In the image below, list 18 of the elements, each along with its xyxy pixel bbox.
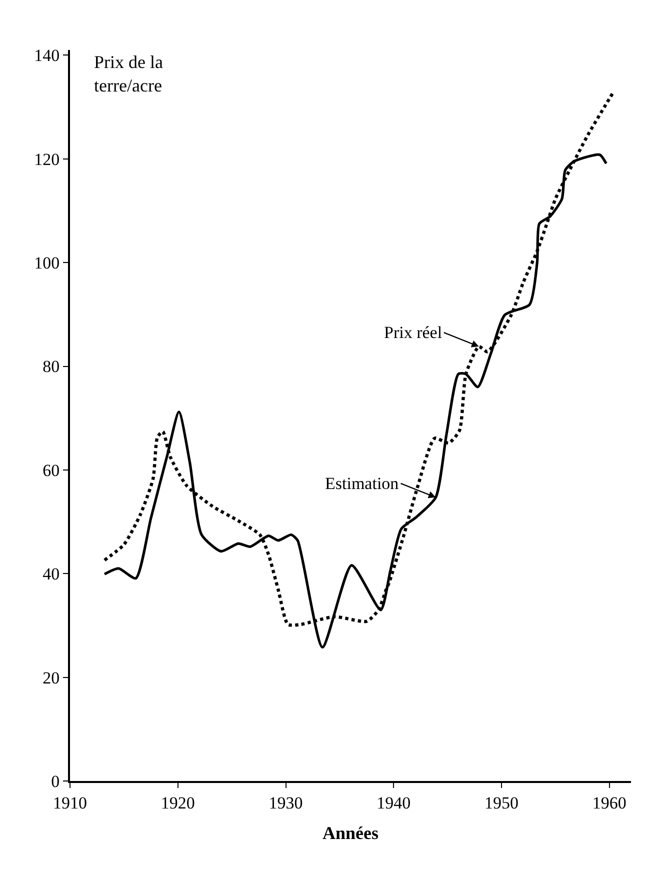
y-tick-label: 0 xyxy=(51,772,60,791)
y-tick-label: 80 xyxy=(42,357,60,376)
y-tick-label: 60 xyxy=(42,460,60,480)
x-tick-label: 1940 xyxy=(376,793,411,812)
y-tick-label: 40 xyxy=(42,564,60,584)
x-tick-label: 1910 xyxy=(53,793,87,812)
x-axis-title: Années xyxy=(322,823,379,843)
x-tick-label: 1960 xyxy=(592,793,626,812)
x-tick-label: 1950 xyxy=(484,793,519,812)
y-tick-label: 120 xyxy=(34,150,60,169)
y-tick-label: 140 xyxy=(34,46,60,66)
y-tick-label: 100 xyxy=(34,254,60,273)
x-tick-label: 1930 xyxy=(268,793,303,812)
y-tick-label: 20 xyxy=(42,668,60,688)
y-axis-title: Prix de la terre/acre xyxy=(94,52,163,96)
legend-label: Prix réel xyxy=(384,323,442,342)
x-tick-label: 1920 xyxy=(160,793,195,812)
legend-label: Estimation xyxy=(325,474,400,493)
